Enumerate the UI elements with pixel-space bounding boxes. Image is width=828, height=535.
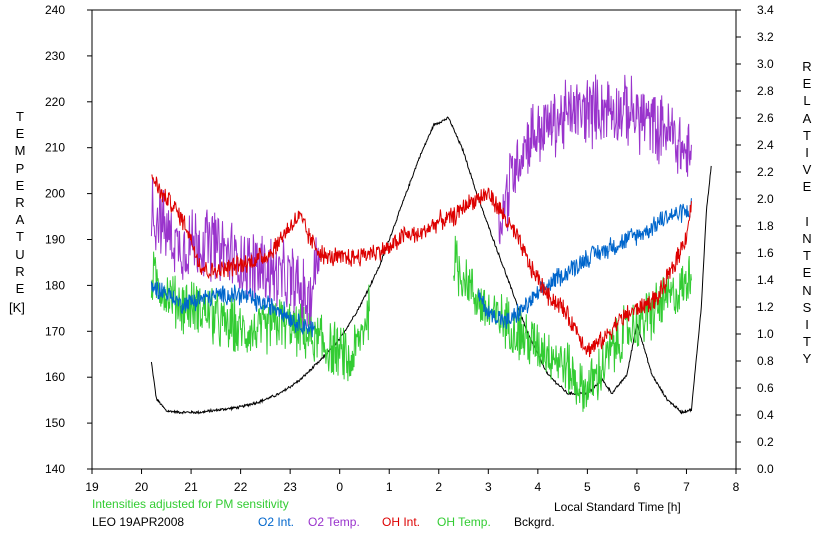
station-date: LEO 19APR2008 bbox=[92, 515, 185, 529]
x-tick-label: 2 bbox=[435, 480, 442, 494]
y-right-tick-label: 2.2 bbox=[757, 165, 774, 179]
x-tick-label: 22 bbox=[234, 480, 248, 494]
series-line-o2-temp--1 bbox=[497, 74, 692, 245]
y-left-tick-label: 200 bbox=[45, 187, 65, 201]
series-line-o2-int--0 bbox=[150, 281, 316, 338]
y-left-tick-label: 230 bbox=[45, 49, 65, 63]
x-tick-label: 5 bbox=[584, 480, 591, 494]
y-left-tick-label: 150 bbox=[45, 416, 65, 430]
x-tick-label: 23 bbox=[283, 480, 297, 494]
series-line-o2-temp--0 bbox=[150, 178, 321, 330]
y-right-tick-label: 2.4 bbox=[757, 138, 774, 152]
y-left-tick-label: 210 bbox=[45, 141, 65, 155]
x-tick-label: 4 bbox=[535, 480, 542, 494]
y-right-tick-label: 2.0 bbox=[757, 192, 774, 206]
x-tick-label: 3 bbox=[485, 480, 492, 494]
series-line-bckgrd--0 bbox=[150, 116, 712, 415]
y-right-tick-label: 3.0 bbox=[757, 57, 774, 71]
y-right-tick-label: 2.8 bbox=[757, 84, 774, 98]
y-right-tick-label: 1.2 bbox=[757, 300, 774, 314]
series-line-o2-int--1 bbox=[477, 198, 692, 330]
left-axis-unit: [K] bbox=[9, 300, 25, 315]
legend-oh-int: OH Int. bbox=[382, 515, 421, 529]
y-right-tick-label: 3.4 bbox=[757, 3, 774, 17]
legend-o2-temp: O2 Temp. bbox=[308, 515, 360, 529]
y-right-tick-label: 0.0 bbox=[757, 462, 774, 476]
right-axis-label: R E L A T I V E I N T E N S I T Y bbox=[802, 59, 812, 367]
y-right-tick-label: 1.4 bbox=[757, 273, 774, 287]
legend-bckgrd: Bckgrd. bbox=[514, 515, 555, 529]
x-tick-label: 1 bbox=[386, 480, 393, 494]
legend-oh-temp: OH Temp. bbox=[437, 515, 491, 529]
y-right-tick-label: 0.2 bbox=[757, 435, 774, 449]
x-tick-label: 19 bbox=[85, 480, 99, 494]
y-right-tick-label: 0.6 bbox=[757, 381, 774, 395]
x-tick-label: 20 bbox=[135, 480, 149, 494]
y-right-tick-label: 0.8 bbox=[757, 354, 774, 368]
x-tick-label: 7 bbox=[683, 480, 690, 494]
y-left-tick-label: 220 bbox=[45, 95, 65, 109]
y-right-tick-label: 1.6 bbox=[757, 246, 774, 260]
y-left-tick-label: 140 bbox=[45, 462, 65, 476]
x-axis-label: Local Standard Time [h] bbox=[554, 500, 681, 514]
y-right-tick-label: 1.8 bbox=[757, 219, 774, 233]
y-right-tick-label: 2.6 bbox=[757, 111, 774, 125]
y-right-tick-label: 1.0 bbox=[757, 327, 774, 341]
y-right-tick-label: 3.2 bbox=[757, 30, 774, 44]
legend-o2-int: O2 Int. bbox=[258, 515, 295, 529]
y-left-tick-label: 180 bbox=[45, 278, 65, 292]
x-tick-label: 8 bbox=[733, 480, 740, 494]
series-line-oh-temp--0 bbox=[150, 251, 370, 382]
x-tick-label: 6 bbox=[634, 480, 641, 494]
left-axis-label: T E M P E R A T U R E bbox=[14, 109, 26, 297]
y-right-tick-label: 0.4 bbox=[757, 408, 774, 422]
series-line-oh-int--0 bbox=[151, 174, 692, 358]
x-tick-label: 0 bbox=[336, 480, 343, 494]
adjustment-note: Intensities adjusted for PM sensitivity bbox=[92, 497, 289, 511]
y-left-tick-label: 170 bbox=[45, 324, 65, 338]
y-left-tick-label: 160 bbox=[45, 370, 65, 384]
y-left-tick-label: 190 bbox=[45, 233, 65, 247]
series-line-oh-temp--1 bbox=[453, 235, 692, 412]
y-left-tick-label: 240 bbox=[45, 3, 65, 17]
x-tick-label: 21 bbox=[184, 480, 198, 494]
